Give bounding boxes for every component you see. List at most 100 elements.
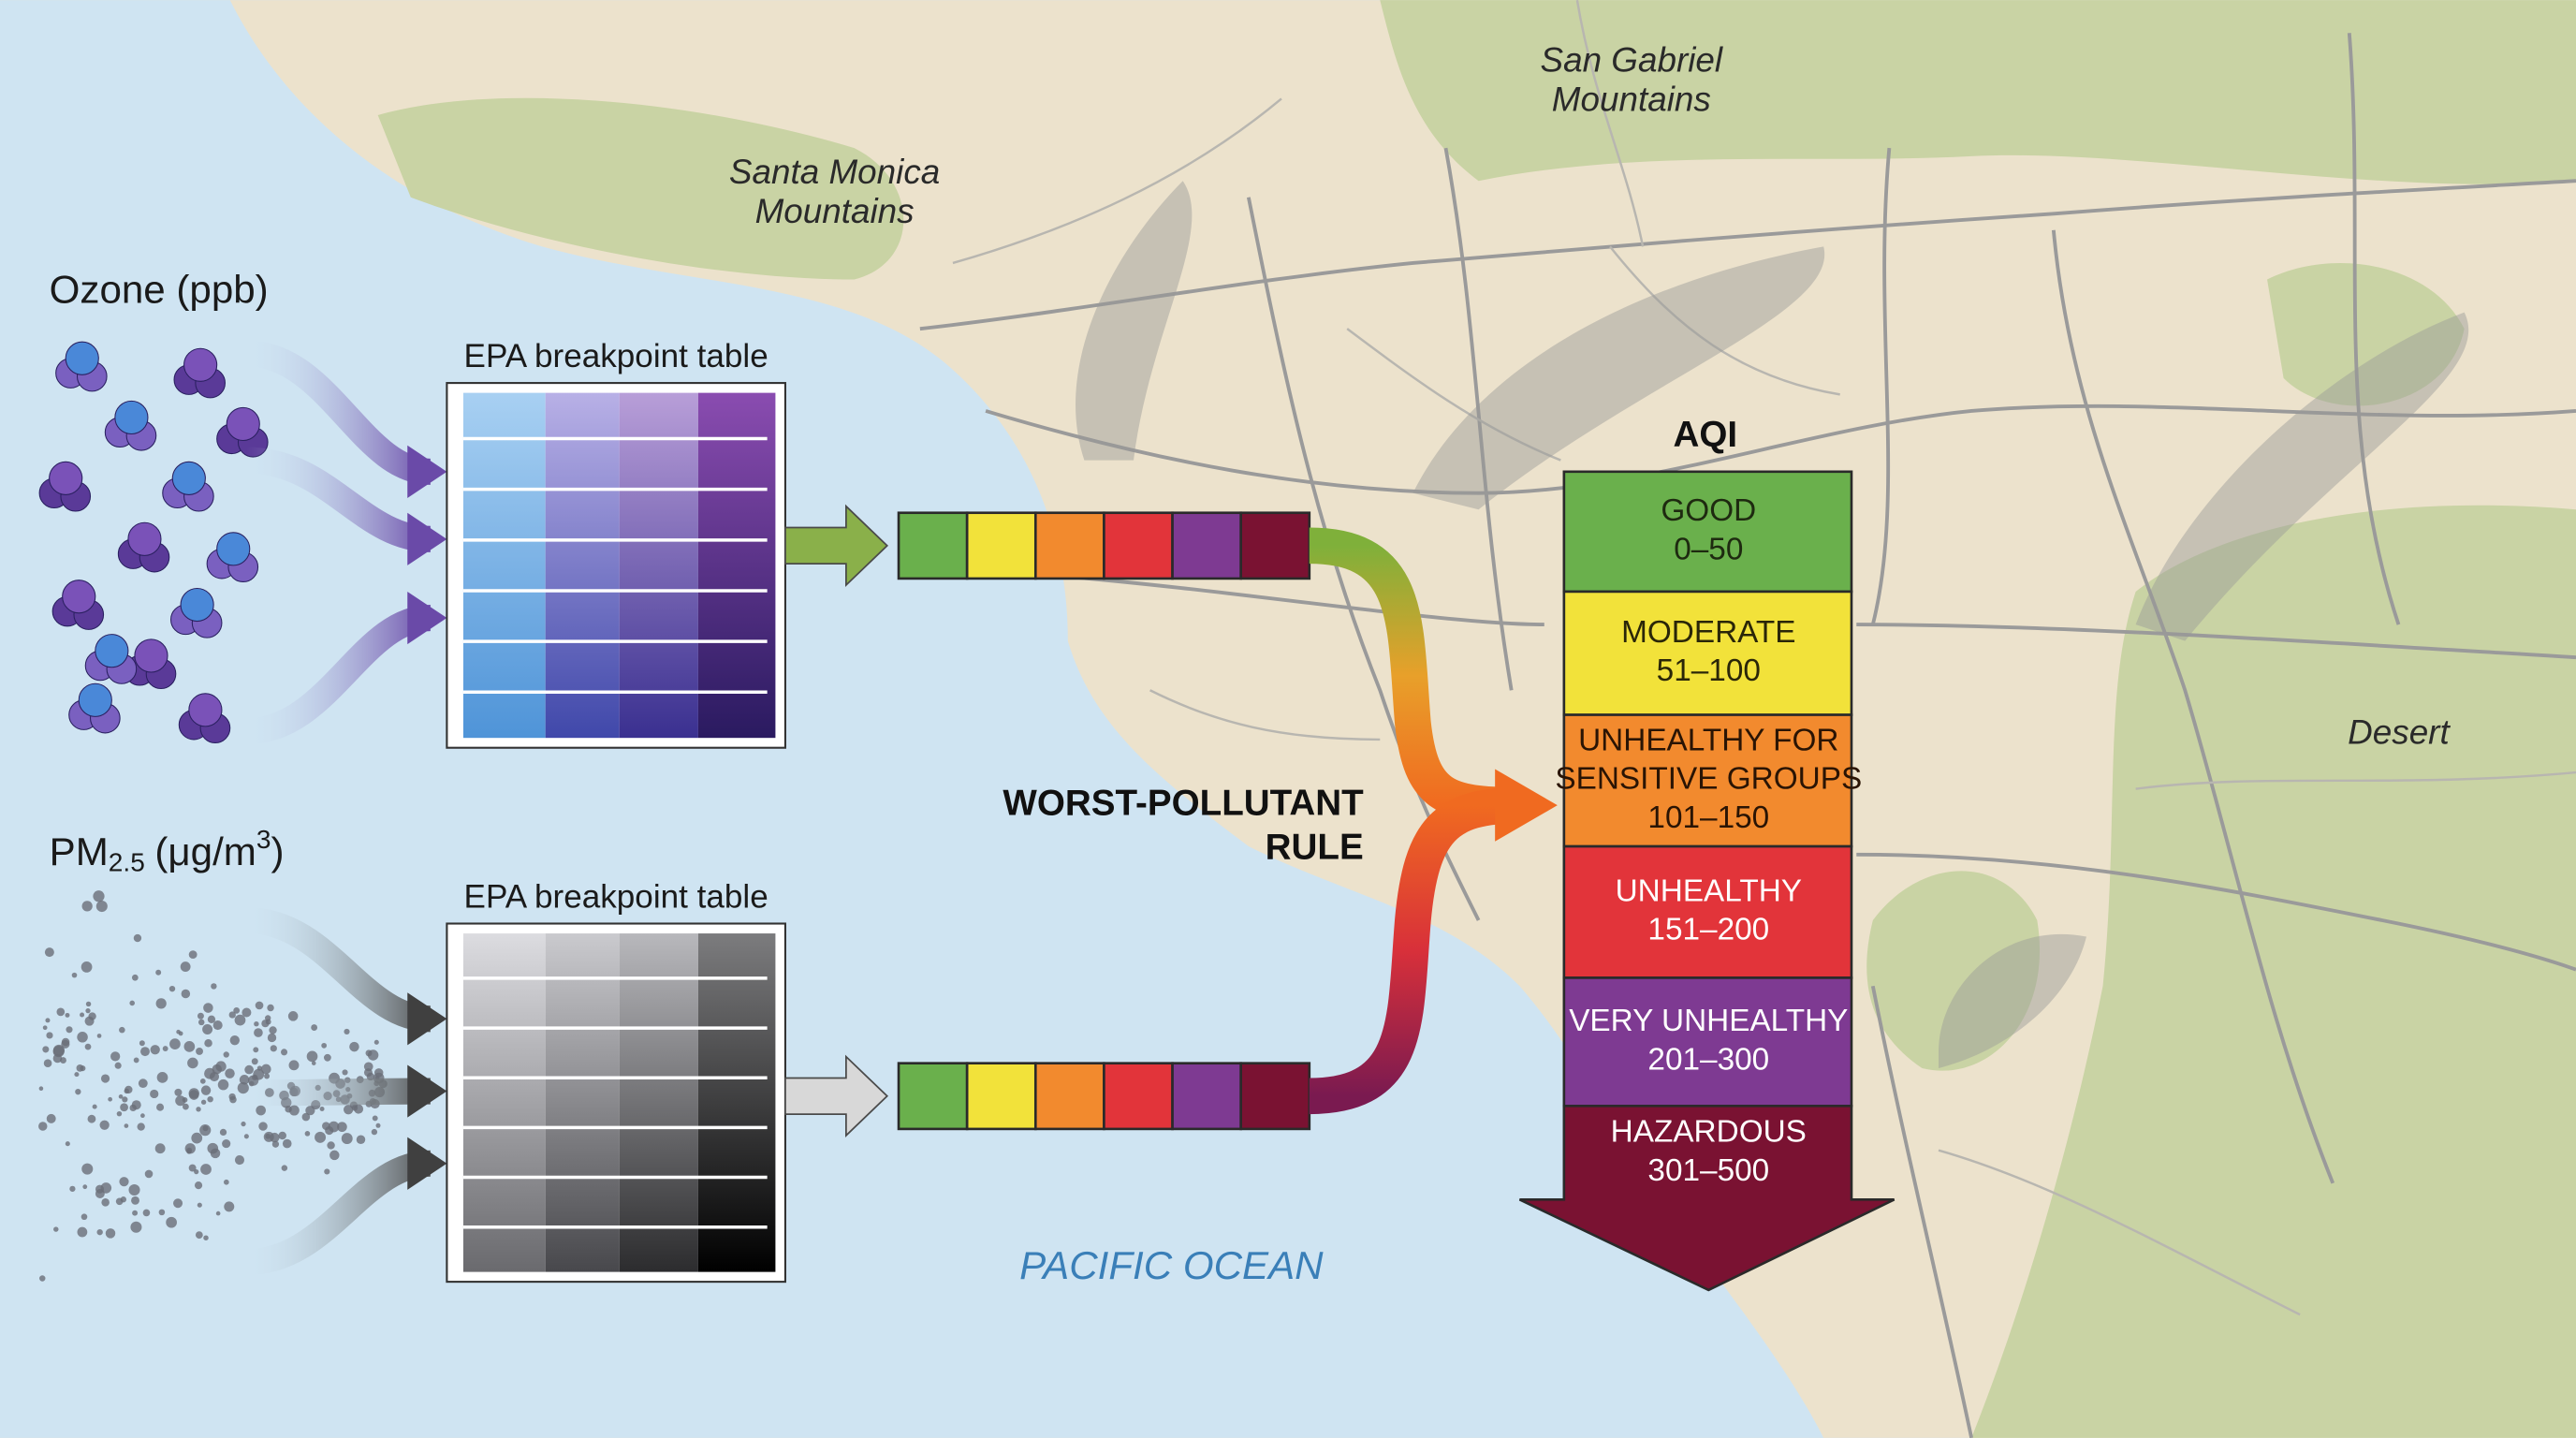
atom	[62, 580, 96, 614]
table-column	[697, 933, 776, 1272]
particle	[71, 972, 78, 978]
particle	[168, 985, 176, 992]
particle	[61, 1037, 70, 1047]
particle	[203, 1235, 209, 1240]
particle	[116, 1110, 123, 1117]
particle	[217, 1078, 229, 1091]
particle	[202, 1024, 213, 1034]
particle	[321, 1042, 328, 1049]
ocean-label: PACIFIC OCEAN	[1019, 1243, 1324, 1287]
label-part: PM	[50, 829, 109, 873]
particle	[132, 1210, 139, 1216]
particle	[110, 1051, 121, 1062]
particle	[211, 983, 217, 990]
particle	[119, 1026, 125, 1034]
particle	[367, 1049, 379, 1061]
particle	[265, 1133, 271, 1139]
particle	[42, 1025, 48, 1031]
particle	[124, 1123, 129, 1128]
particle	[244, 1064, 254, 1075]
ozone-molecule	[206, 532, 259, 582]
particle	[150, 1089, 159, 1099]
particle	[87, 1114, 96, 1123]
particle	[371, 1128, 378, 1136]
particle	[199, 1078, 206, 1084]
particle	[242, 1007, 252, 1018]
roads	[919, 0, 2576, 1438]
particle	[131, 974, 139, 981]
particle	[75, 1089, 81, 1095]
atom	[134, 638, 168, 673]
particle	[329, 1150, 340, 1161]
sub-index-segment	[897, 511, 969, 580]
particle	[131, 1100, 141, 1110]
particle	[131, 1196, 139, 1205]
particle	[223, 1179, 229, 1185]
particle	[130, 1221, 142, 1233]
aqi-category: MODERATE	[1621, 615, 1795, 650]
particle	[281, 1049, 288, 1056]
ozone-molecule	[55, 341, 108, 392]
particle	[81, 901, 93, 912]
input-arrowhead	[407, 1137, 447, 1190]
particle	[44, 947, 54, 958]
particle	[118, 1094, 124, 1099]
particle	[251, 1058, 258, 1065]
atom	[180, 587, 214, 623]
label-part: (μg/m	[154, 829, 256, 873]
sub-index-segment	[1239, 511, 1311, 580]
particle	[198, 1019, 205, 1026]
particle	[197, 1202, 202, 1208]
particle	[144, 1169, 154, 1179]
label-part: )	[271, 829, 285, 873]
sub-index-segment	[1033, 1062, 1105, 1131]
aqi-category: VERY UNHEALTHY	[1569, 1004, 1848, 1038]
particle	[254, 1020, 259, 1027]
particle	[223, 1051, 229, 1058]
atom	[226, 406, 260, 442]
particle	[186, 1147, 193, 1153]
particle	[38, 1122, 48, 1131]
breakpoint-table	[446, 382, 786, 749]
particle	[99, 1120, 110, 1130]
particle	[119, 1177, 129, 1187]
ozone-molecule	[178, 693, 231, 743]
sub-index-segment	[1239, 1062, 1311, 1131]
particle	[154, 1143, 166, 1154]
table-title: EPA breakpoint table	[464, 338, 768, 374]
particle	[156, 1072, 168, 1083]
particle	[202, 1125, 209, 1132]
particle	[174, 1088, 183, 1096]
input-arrowhead	[407, 512, 447, 565]
input-arrow	[245, 1150, 432, 1276]
particle	[200, 1085, 212, 1095]
to-bar-arrow	[784, 1054, 889, 1137]
particle	[173, 1198, 183, 1209]
particle	[175, 1095, 186, 1107]
particle	[224, 1201, 235, 1212]
particle	[194, 1169, 199, 1175]
ozone-molecule	[117, 521, 170, 573]
flow-arrowhead	[1495, 769, 1558, 842]
particle	[45, 1018, 51, 1023]
particle	[270, 1045, 277, 1052]
atom	[65, 341, 99, 375]
table-column	[545, 933, 620, 1272]
particle	[287, 1011, 299, 1021]
particle	[42, 1046, 50, 1053]
particle	[181, 989, 191, 999]
particle	[129, 1000, 135, 1006]
atom	[127, 521, 162, 556]
aqi-range: 101–150	[1647, 800, 1769, 835]
particle	[372, 1115, 378, 1122]
particle	[183, 1041, 196, 1052]
ozone-molecule	[104, 400, 157, 451]
rule-label: WORST-POLLUTANT	[1003, 783, 1364, 823]
particle	[288, 1105, 300, 1116]
particle	[101, 1198, 110, 1207]
particle	[306, 1050, 318, 1063]
particle	[197, 1012, 204, 1020]
particle	[269, 1026, 277, 1034]
particle	[215, 1061, 227, 1072]
particle	[52, 1046, 65, 1058]
